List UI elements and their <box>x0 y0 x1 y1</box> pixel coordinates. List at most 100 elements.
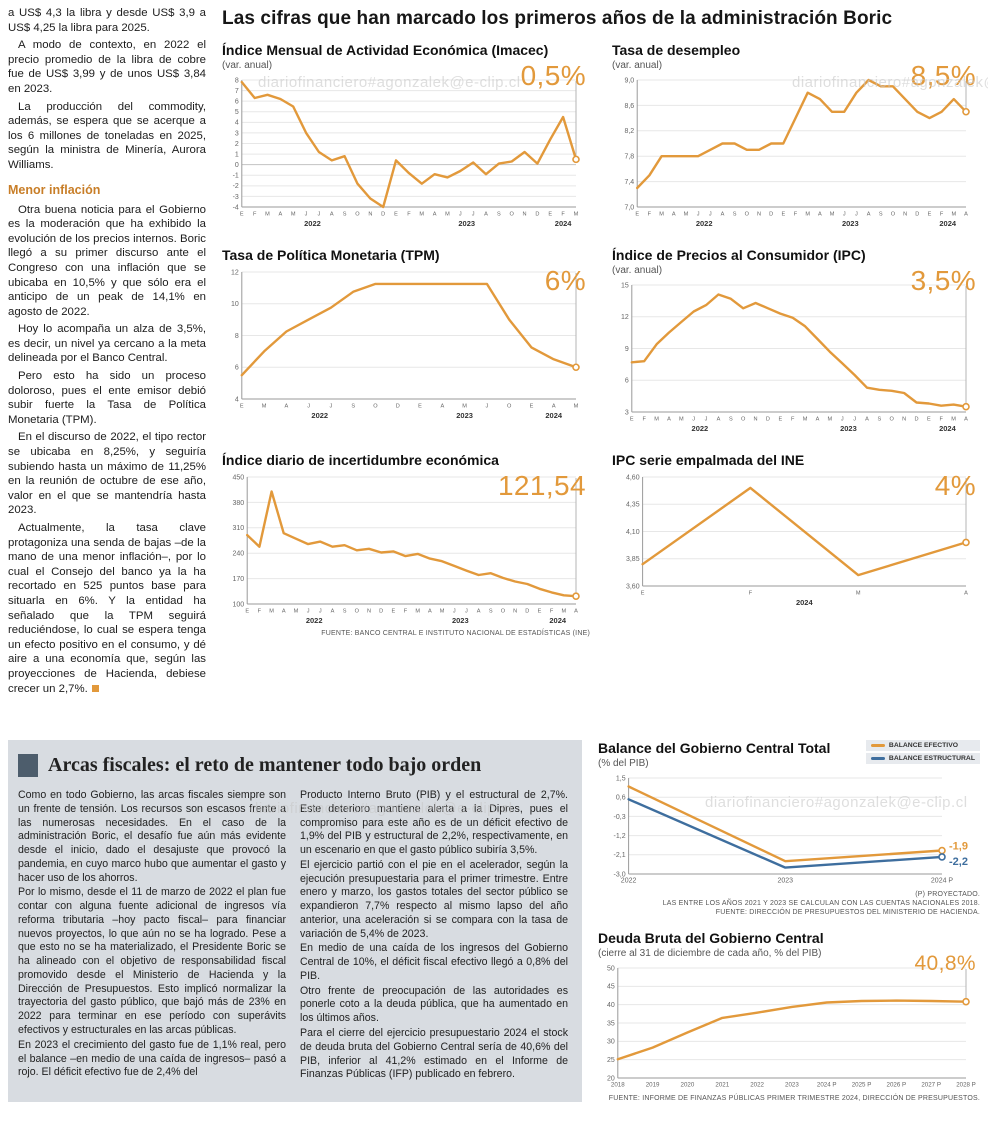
x-axis-tick-label: S <box>351 404 355 410</box>
y-axis-tick-label: 10 <box>231 301 239 308</box>
x-axis-tick-label: E <box>635 212 639 218</box>
chart-subtitle: (% del PIB) <box>598 758 649 769</box>
x-axis-tick-label: A <box>428 609 432 615</box>
chart-imacec: Índice Mensual de Actividad Económica (I… <box>222 42 590 231</box>
x-axis-tick-label: J <box>465 609 468 615</box>
x-axis-tick-label: F <box>791 417 795 423</box>
x-axis-tick-label: 2022 <box>750 1082 764 1089</box>
chart-desempleo: Tasa de desempleo (var. anual) 8,5% 9,0 8,6 8… <box>612 42 980 231</box>
x-axis-tick-label: M <box>419 212 424 218</box>
x-axis-year-label: 2022 <box>311 411 328 420</box>
x-axis-year-label: 2022 <box>696 219 713 228</box>
x-axis-tick-label: S <box>877 417 881 423</box>
x-axis-tick-label: A <box>867 212 871 218</box>
x-axis-tick-label: D <box>535 212 539 218</box>
x-axis-tick-label: A <box>964 591 968 597</box>
y-axis-tick-label: 7,0 <box>624 204 634 211</box>
y-axis-tick-label: 35 <box>607 1020 615 1027</box>
legend-label: BALANCE EFECTIVO <box>888 742 959 749</box>
x-axis-tick-label: 2023 <box>778 878 794 885</box>
paragraph: Como en todo Gobierno, las arcas fiscale… <box>18 789 286 884</box>
x-axis-tick-label: F <box>550 609 554 615</box>
y-axis-tick-label: 7,8 <box>624 154 634 161</box>
bottom-section: Arcas fiscales: el reto de mantener todo… <box>8 740 980 1102</box>
paragraph: A modo de contexto, en 2022 el precio pr… <box>8 39 206 95</box>
x-axis-tick-label: M <box>574 212 579 218</box>
y-axis-tick-label: -1 <box>233 173 239 180</box>
y-axis-tick-label: 450 <box>233 474 245 481</box>
x-axis-tick-label: F <box>940 417 944 423</box>
x-axis-tick-label: O <box>355 609 360 615</box>
x-axis-tick-label: A <box>484 212 488 218</box>
y-axis-tick-label: 8 <box>235 77 239 84</box>
x-axis-tick-label: F <box>404 609 408 615</box>
x-axis-year-label: 2022 <box>692 424 709 433</box>
x-axis-tick-label: J <box>307 404 310 410</box>
series-endpoint-marker <box>572 363 580 372</box>
series-endpoint-marker <box>572 592 580 600</box>
series-endpoint-marker <box>962 107 970 116</box>
x-axis-tick-label: A <box>816 417 820 423</box>
x-axis-tick-label: 2024 P <box>817 1082 837 1089</box>
x-axis-tick-label: J <box>853 417 856 423</box>
paragraph: Hoy lo acompaña un alza de 3,5%, es deci… <box>8 323 206 365</box>
x-axis-tick-label: E <box>418 404 422 410</box>
x-axis-tick-label: M <box>659 212 664 218</box>
x-axis-tick-label: N <box>757 212 761 218</box>
x-axis-tick-label: M <box>679 417 684 423</box>
x-axis-tick-label: M <box>805 212 810 218</box>
x-axis-tick-label: E <box>778 417 782 423</box>
y-axis-tick-label: 4,10 <box>626 529 640 536</box>
y-axis-tick-label: -2 <box>233 183 239 190</box>
paragraph: Por lo mismo, desde el 11 de marzo de 20… <box>18 886 286 1037</box>
chart-balance-gobierno-central: Balance del Gobierno Central Total (% del… <box>598 740 980 916</box>
subhead-menor-inflacion: Menor inflación <box>8 182 101 197</box>
y-axis-tick-label: 9,0 <box>624 77 634 84</box>
fiscal-charts-column: Balance del Gobierno Central Total (% del… <box>598 740 980 1102</box>
series-endpoint-marker <box>938 853 946 861</box>
inflation-article-paragraphs: Otra buena noticia para el Gobierno es l… <box>8 203 206 697</box>
chart-grid: Índice Mensual de Actividad Económica (I… <box>222 42 980 637</box>
x-axis-tick-label: N <box>367 609 371 615</box>
x-axis-tick-label: N <box>902 417 906 423</box>
x-axis-tick-label: N <box>523 212 527 218</box>
x-axis-tick-label: E <box>928 212 932 218</box>
y-axis-tick-label: 4 <box>235 396 239 403</box>
series-endpoint-marker <box>938 846 946 855</box>
chart-subtitle: (var. anual) <box>612 60 663 71</box>
chart-title: Índice Mensual de Actividad Económica (I… <box>222 42 549 58</box>
x-axis-tick-label: E <box>630 417 634 423</box>
paragraph: En 2023 el crecimiento del gasto fue de … <box>18 1038 286 1079</box>
y-axis-tick-label: 6 <box>235 99 239 106</box>
data-series-line <box>636 78 968 190</box>
y-axis-tick-label: -3,0 <box>614 871 626 878</box>
x-axis-tick-label: S <box>729 417 733 423</box>
y-axis-tick-label: 7 <box>235 88 239 95</box>
chart-deuda-bruta: Deuda Bruta del Gobierno Central (cierre … <box>598 930 980 1102</box>
data-series-line <box>616 999 968 1061</box>
x-axis-year-label: 2024 <box>796 598 814 607</box>
chart-value-callout: 0,5% <box>520 60 586 91</box>
x-axis-tick-label: E <box>245 609 249 615</box>
x-axis-tick-label: E <box>641 591 645 597</box>
x-axis-year-label: 2023 <box>456 411 473 420</box>
x-axis-tick-label: A <box>440 404 444 410</box>
x-axis-tick-label: D <box>379 609 383 615</box>
x-axis-tick-label: S <box>497 212 501 218</box>
x-axis-tick-label: A <box>717 417 721 423</box>
y-axis-tick-label: 9 <box>625 346 629 353</box>
x-axis-tick-label: F <box>253 212 257 218</box>
chart-title: Índice de Precios al Consumidor (IPC) <box>612 247 866 263</box>
x-axis-tick-label: D <box>914 417 918 423</box>
y-axis-tick-label: 15 <box>621 282 629 289</box>
x-axis-tick-label: E <box>394 212 398 218</box>
x-axis-tick-label: E <box>781 212 785 218</box>
x-axis-tick-label: 2027 P <box>921 1082 941 1089</box>
x-axis-tick-label: 2020 <box>681 1082 695 1089</box>
y-axis-tick-label: 30 <box>607 1039 615 1046</box>
x-axis-tick-label: F <box>648 212 652 218</box>
x-axis-tick-label: E <box>548 212 552 218</box>
